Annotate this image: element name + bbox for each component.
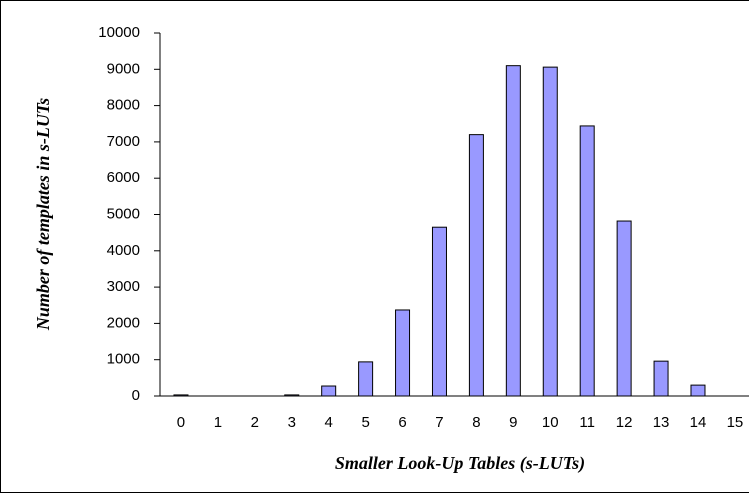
y-tick-label: 4000 <box>107 242 140 259</box>
x-tick-label: 7 <box>435 414 443 431</box>
bar <box>173 394 189 397</box>
x-tick-label: 8 <box>472 414 480 431</box>
bar <box>653 360 669 397</box>
bar <box>616 220 632 397</box>
y-tick-label: 9000 <box>107 60 140 77</box>
x-tick-label: 6 <box>398 414 406 431</box>
bar <box>468 134 484 397</box>
x-tick-label: 10 <box>542 414 559 431</box>
y-tick-label: 7000 <box>107 133 140 150</box>
y-tick-label: 3000 <box>107 278 140 295</box>
bar <box>690 384 706 397</box>
x-tick-label: 14 <box>690 414 707 431</box>
y-tick-label: 8000 <box>107 97 140 114</box>
bar <box>395 309 411 397</box>
y-axis-title: Number of templates in s-LUTs <box>33 98 53 331</box>
y-tick-label: 1000 <box>107 351 140 368</box>
x-tick-label: 12 <box>616 414 633 431</box>
bar <box>358 361 374 397</box>
bar <box>431 226 447 397</box>
bar <box>284 394 300 397</box>
y-tick-label: 6000 <box>107 169 140 186</box>
x-tick-label: 11 <box>579 414 595 431</box>
x-tick-label: 5 <box>361 414 369 431</box>
y-tick-label: 5000 <box>107 205 140 222</box>
x-axis-title: Smaller Look-Up Tables (s-LUTs) <box>335 453 585 474</box>
x-tick-label: 1 <box>214 414 222 431</box>
x-tick-label: 15 <box>727 414 744 431</box>
bar <box>505 65 521 397</box>
x-tick-label: 4 <box>325 414 333 431</box>
bar <box>579 125 595 397</box>
x-tick-label: 13 <box>653 414 670 431</box>
y-tick-label: 2000 <box>107 314 140 331</box>
bar <box>542 66 558 397</box>
x-tick-label: 9 <box>509 414 517 431</box>
bar <box>321 385 337 397</box>
x-tick-label: 3 <box>288 414 296 431</box>
x-tick-label: 0 <box>177 414 185 431</box>
y-tick-label: 0 <box>132 387 140 404</box>
x-tick-label: 2 <box>251 414 259 431</box>
y-tick-label: 10000 <box>98 24 140 41</box>
